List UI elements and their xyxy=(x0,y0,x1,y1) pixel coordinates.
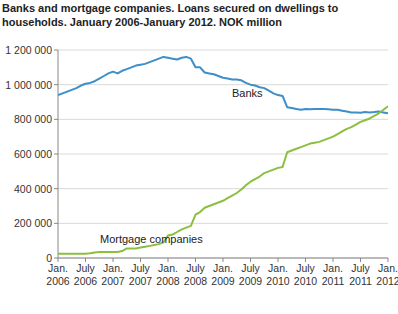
x-tick-label-line: 2009 xyxy=(211,275,235,287)
x-tick-label-line: 2007 xyxy=(129,275,153,287)
series-label: Mortgage companies xyxy=(100,233,203,245)
x-tick-label: July2011 xyxy=(349,262,372,287)
y-tick xyxy=(54,223,58,224)
x-tick-label-line: Jan. xyxy=(378,262,398,274)
x-tick-label: Jan.2007 xyxy=(101,262,125,287)
y-tick xyxy=(54,258,58,259)
x-tick-label: Jan.2006 xyxy=(46,262,70,287)
x-tick-label-line: Jan. xyxy=(103,262,123,274)
grid-line xyxy=(58,119,388,120)
x-tick-label-line: 2010 xyxy=(294,275,318,287)
y-tick-label: 1 200 000 xyxy=(5,44,52,56)
line-series xyxy=(58,57,388,113)
x-tick-label: Jan.2010 xyxy=(266,262,290,287)
y-tick-label: 600 000 xyxy=(14,148,52,160)
y-tick-label: 400 000 xyxy=(14,183,52,195)
grid-line xyxy=(58,50,388,51)
x-tick-label: July2009 xyxy=(239,262,263,287)
title-line: households. January 2006-January 2012. N… xyxy=(2,16,282,28)
grid-line xyxy=(58,84,388,85)
x-tick-label-line: Jan. xyxy=(158,262,178,274)
x-tick-label-line: Jan. xyxy=(213,262,233,274)
x-tick-label-line: 2011 xyxy=(349,275,372,287)
title-line: Banks and mortgage companies. Loans secu… xyxy=(2,2,338,14)
x-tick-label-line: Jan. xyxy=(323,262,343,274)
x-tick-label-line: July xyxy=(296,262,315,274)
y-tick xyxy=(54,119,58,120)
x-tick-label-line: 2012 xyxy=(376,275,398,287)
x-tick-label-line: 2009 xyxy=(239,275,263,287)
y-tick-label: 1 000 000 xyxy=(5,79,52,91)
y-axis xyxy=(58,50,59,258)
x-tick-label-line: 2006 xyxy=(74,275,98,287)
plot-area xyxy=(58,57,388,254)
grid-line xyxy=(58,223,388,224)
x-tick-label: July2010 xyxy=(294,262,318,287)
x-tick-label-line: 2007 xyxy=(101,275,125,287)
x-tick-label-line: 2008 xyxy=(184,275,208,287)
x-tick-label-line: 2010 xyxy=(266,275,290,287)
grid-line xyxy=(58,154,388,155)
y-tick xyxy=(54,84,58,85)
y-tick-label: 200 000 xyxy=(14,217,52,229)
x-tick-label-line: July xyxy=(241,262,260,274)
y-tick xyxy=(54,154,58,155)
y-tick xyxy=(54,50,58,51)
x-tick-label: July2006 xyxy=(74,262,98,287)
x-tick-label-line: 2006 xyxy=(46,275,70,287)
x-tick-label-line: 2011 xyxy=(322,275,345,287)
x-tick-label: July2008 xyxy=(184,262,208,287)
x-tick-label-line: Jan. xyxy=(268,262,288,274)
y-tick xyxy=(54,188,58,189)
grid-line xyxy=(58,188,388,189)
x-tick-label-line: Jan. xyxy=(48,262,68,274)
x-tick-label: Jan.2009 xyxy=(211,262,235,287)
x-tick-label: Jan.2011 xyxy=(322,262,345,287)
x-tick-label-line: July xyxy=(351,262,370,274)
chart: Banks and mortgage companies. Loans secu… xyxy=(0,0,398,314)
y-tick-label: 800 000 xyxy=(14,113,52,125)
x-tick-label-line: July xyxy=(131,262,150,274)
x-tick-label-line: July xyxy=(76,262,95,274)
line-series xyxy=(58,106,388,253)
x-tick-label-line: 2008 xyxy=(156,275,180,287)
x-tick-label: Jan.2012 xyxy=(376,262,398,287)
x-tick-label: Jan.2008 xyxy=(156,262,180,287)
x-tick-label-line: July xyxy=(186,262,205,274)
series-label: Banks xyxy=(232,87,263,99)
x-tick-label: July2007 xyxy=(129,262,153,287)
title: Banks and mortgage companies. Loans secu… xyxy=(2,2,338,28)
